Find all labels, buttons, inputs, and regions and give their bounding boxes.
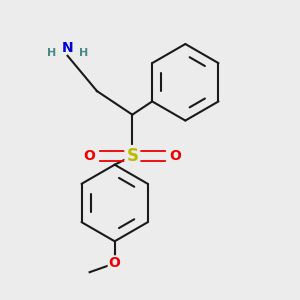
Text: H: H	[47, 48, 56, 58]
Text: N: N	[62, 41, 74, 56]
Text: H: H	[79, 48, 88, 58]
Text: S: S	[126, 147, 138, 165]
Text: O: O	[169, 149, 181, 163]
Text: O: O	[84, 149, 96, 163]
Text: O: O	[109, 256, 121, 270]
